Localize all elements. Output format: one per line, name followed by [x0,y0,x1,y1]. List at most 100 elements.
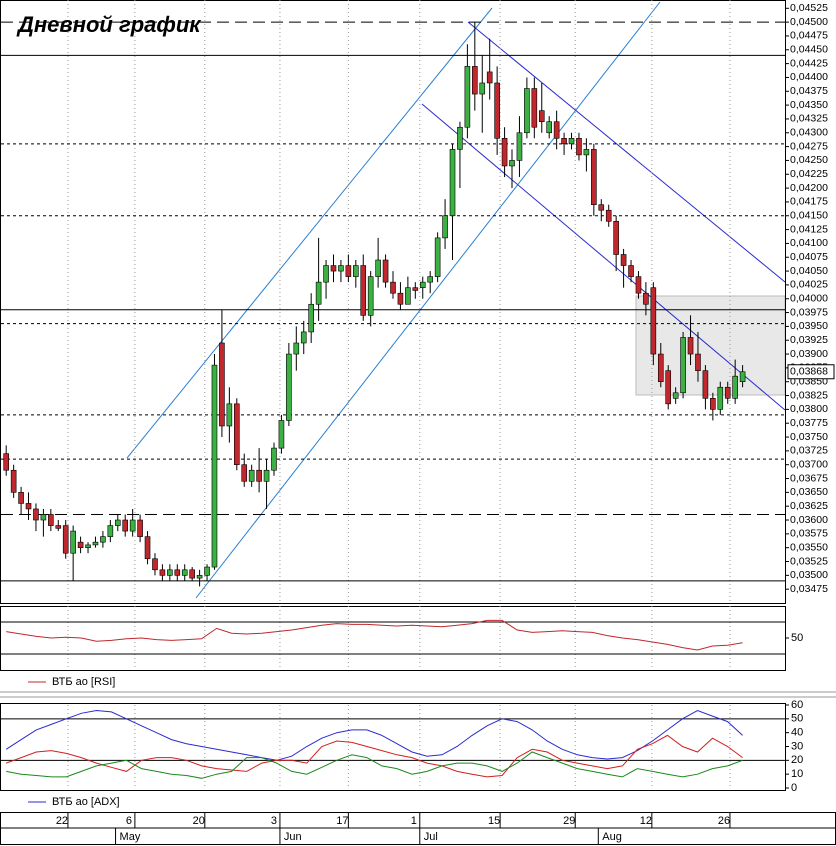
candle-body [412,287,419,291]
candle-body [390,281,396,294]
candle-body [434,237,441,277]
y-tick-label: 40 [791,727,803,739]
candle-body [330,265,337,272]
candle-body [293,342,300,355]
candle-body [405,287,411,305]
candle-body [189,569,195,579]
trend-line [126,7,493,459]
x-tick-label: 3 [271,815,277,827]
y-tick-label: 0,04000 [790,293,828,305]
y-tick-label: 0,03625 [790,500,828,512]
y-tick-label: 0,03725 [790,445,828,457]
candle-body [278,420,285,449]
candle-body [419,281,426,288]
y-tick-label: 0,04525 [790,2,828,14]
candle-body [233,403,240,465]
candle-body [442,215,448,239]
month-label: Jun [284,831,302,843]
candle-body [583,149,590,156]
candle-body [501,138,508,167]
candle-body [479,82,486,95]
x-tick-label: 29 [563,815,575,827]
candle-body [605,209,612,222]
candle-body [18,492,24,504]
trend-line [421,103,786,411]
x-tick-label: 15 [488,815,500,827]
x-tick-label: 12 [640,815,652,827]
candle-body [613,220,619,255]
y-tick-label: 60 [791,699,803,711]
candle-body [702,370,709,399]
candle-body [129,519,136,532]
y-tick-label: 0,03525 [790,555,828,567]
candle-body [219,342,225,427]
candle-body [509,160,515,167]
y-tick-label: 0,04250 [790,154,828,166]
candle-body [241,464,248,482]
candle-body [62,525,69,554]
x-tick-label: 6 [126,815,132,827]
y-tick-label: 0,04400 [790,71,828,83]
candle-body [256,469,262,482]
x-tick-label: 26 [718,815,730,827]
y-tick-label: 0,04100 [790,237,828,249]
y-tick-label: 0,03975 [790,306,828,318]
candle-body [538,110,545,123]
candle-body [687,337,694,355]
candle-body [211,364,218,568]
candle-body [263,469,270,482]
candle-body [382,259,389,283]
channel-lines [126,1,661,599]
y-tick-label: 0,03475 [790,583,828,595]
trend-line [467,21,786,283]
candle-body [10,469,17,493]
candle-body [107,525,114,537]
trend-line [195,1,661,599]
candle-body [338,265,344,272]
y-tick-label: 0,04050 [790,265,828,277]
y-tick-label: 0,03575 [790,528,828,540]
candle-body [397,292,404,305]
candle-body [591,149,597,205]
y-tick-label: 0,04125 [790,223,828,235]
candle-body [375,259,381,277]
candle-body [449,149,456,217]
y-tick-label: 0,04275 [790,140,828,152]
x-tick-label: 17 [336,815,348,827]
y-tick-label: 0,03500 [790,569,828,581]
candle-body [85,544,91,548]
candle-body [717,386,724,410]
y-tick-label: 50 [791,632,803,644]
candle-body [159,569,166,576]
candle-body [196,575,203,579]
price-label: 0,03868 [790,366,828,378]
candle-body [635,276,642,294]
candle-body [665,370,672,405]
y-tick-label: 0,03600 [790,514,828,526]
candle-body [457,126,463,150]
month-label: Jul [424,831,438,843]
x-tick-label: 20 [193,815,205,827]
y-tick-label: 30 [791,740,803,752]
channel-lines [421,21,786,411]
candle-body [55,525,62,529]
candle-body [561,138,567,145]
candle-body [271,447,277,471]
candle-body [576,138,582,156]
y-tick-label: 0,03925 [790,334,828,346]
candle-body [152,558,158,571]
candle-body [657,353,664,383]
y-tick-label: 0,04150 [790,210,828,222]
candle-body [531,88,538,128]
y-tick-label: 0,04500 [790,16,828,28]
indicator-line [6,751,743,779]
candle-body [516,132,523,161]
candle-body [286,353,292,421]
candle-body [33,508,39,521]
candle-body [174,569,181,576]
x-tick-label: 22 [56,815,68,827]
candle-body [650,287,657,355]
y-tick-label: 0,03700 [790,458,828,470]
y-tick-label: 0,04300 [790,127,828,139]
